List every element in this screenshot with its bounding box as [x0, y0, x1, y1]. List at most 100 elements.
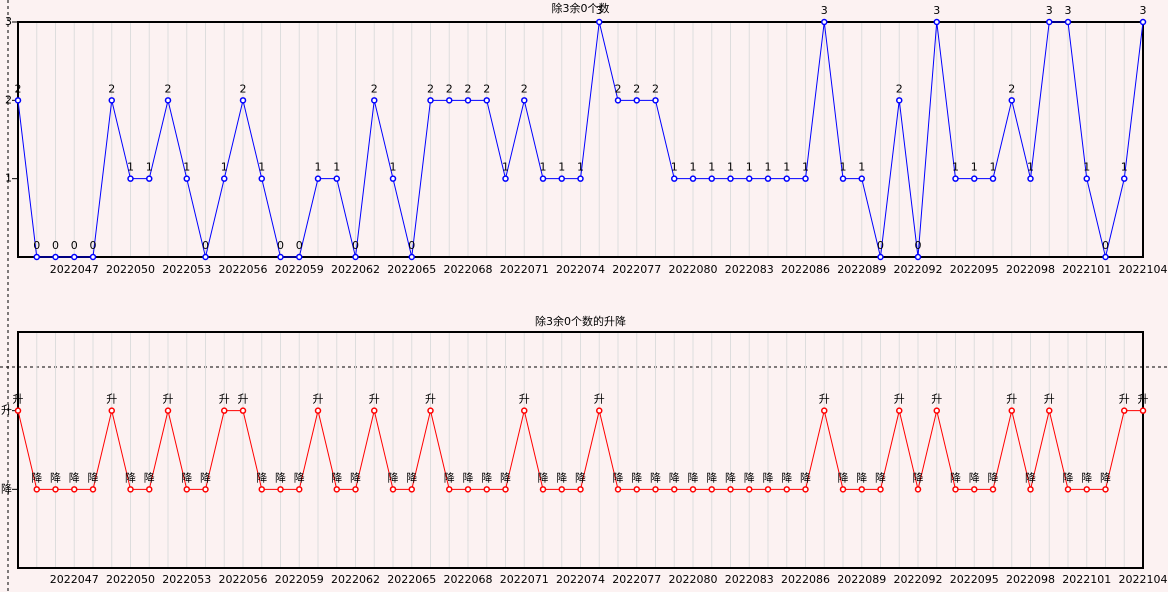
point: [89, 486, 97, 493]
point: [1121, 175, 1128, 182]
point: [914, 253, 922, 261]
data-label: 0: [277, 239, 284, 252]
point: [652, 97, 659, 104]
point: [896, 407, 903, 414]
point: [389, 175, 397, 182]
data-label: 升: [1119, 393, 1130, 406]
x-tick-label: 2022065: [387, 573, 436, 586]
point: [71, 486, 78, 493]
x-tick-label: 2022089: [837, 573, 886, 586]
data-label: 3: [1046, 4, 1053, 17]
point: [108, 97, 115, 104]
point: [314, 407, 322, 414]
data-label: 降: [781, 470, 792, 484]
point: [914, 486, 922, 493]
point: [821, 407, 828, 414]
plot-frame: [17, 331, 1144, 569]
point: [52, 253, 59, 261]
data-label: 降: [575, 470, 586, 484]
y-tick-label: 降: [1, 481, 12, 495]
data-label: 1: [183, 161, 190, 174]
y-tick-label: 1: [5, 172, 12, 185]
x-tick-label: 2022074: [556, 573, 605, 586]
data-label: 降: [144, 470, 155, 484]
data-label: 0: [52, 239, 59, 252]
point: [352, 486, 359, 493]
data-label: 1: [221, 161, 228, 174]
x-tick-label: 2022092: [894, 263, 943, 276]
x-tick-label: 2022092: [894, 573, 943, 586]
x-tick-label: 2022080: [669, 573, 718, 586]
point: [52, 486, 59, 493]
point: [558, 175, 565, 182]
data-label: 降: [444, 470, 455, 484]
data-label: 降: [688, 470, 699, 484]
point: [539, 175, 547, 182]
point: [633, 486, 640, 493]
data-label: 1: [708, 161, 715, 174]
data-label: 降: [650, 470, 661, 484]
data-label: 0: [202, 239, 209, 252]
point: [14, 97, 22, 104]
x-tick-label: 2022098: [1006, 263, 1055, 276]
data-label: 1: [765, 161, 772, 174]
data-label: 降: [388, 470, 399, 484]
data-label: 降: [1100, 470, 1111, 484]
point: [296, 253, 303, 261]
point: [1064, 486, 1072, 493]
data-label: 升: [1006, 393, 1017, 406]
data-label: 2: [615, 82, 622, 95]
data-label: 1: [971, 161, 978, 174]
point: [1008, 407, 1015, 414]
data-label: 1: [671, 161, 678, 174]
data-label: 升: [594, 393, 605, 406]
point: [221, 175, 228, 182]
data-label: 1: [390, 161, 397, 174]
point: [539, 486, 547, 493]
point: [764, 486, 772, 493]
data-label: 1: [315, 161, 322, 174]
point: [839, 486, 847, 493]
data-label: 1: [727, 161, 734, 174]
point: [933, 407, 940, 414]
point: [596, 407, 603, 414]
y-tick-label: 2: [5, 93, 12, 106]
x-tick-label: 2022062: [331, 573, 380, 586]
data-label: 3: [933, 4, 940, 17]
data-label: 降: [200, 470, 211, 484]
point: [614, 97, 622, 104]
point: [277, 253, 284, 261]
point: [164, 97, 172, 104]
data-label: 降: [125, 470, 136, 484]
point: [258, 486, 265, 493]
data-label: 降: [294, 470, 305, 484]
point: [389, 486, 397, 493]
data-label: 升: [894, 393, 905, 406]
data-label: 降: [969, 470, 980, 484]
point: [558, 486, 565, 493]
chart-title: 除3余0个数: [552, 1, 610, 15]
point: [1102, 253, 1109, 261]
point: [258, 175, 265, 182]
data-label: 降: [1063, 470, 1074, 484]
point: [127, 486, 134, 493]
point: [483, 486, 490, 493]
point: [858, 175, 865, 182]
point: [989, 175, 997, 182]
point: [933, 18, 940, 26]
point: [952, 486, 959, 493]
point: [689, 175, 697, 182]
data-label: 降: [256, 470, 267, 484]
data-label: 3: [821, 4, 828, 17]
x-tick-label: 2022050: [106, 573, 155, 586]
point: [971, 486, 978, 493]
point: [464, 97, 472, 104]
data-label: 1: [952, 161, 959, 174]
data-label: 1: [858, 161, 865, 174]
point: [877, 253, 884, 261]
point: [896, 97, 903, 104]
point: [858, 486, 865, 493]
x-tick-label: 2022095: [950, 263, 999, 276]
point: [671, 486, 678, 493]
data-label: 2: [1008, 82, 1015, 95]
